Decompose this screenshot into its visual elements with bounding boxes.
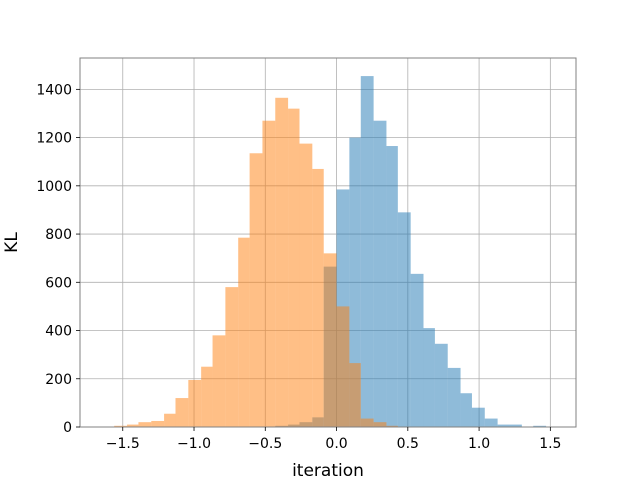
- histogram-bar: [336, 306, 350, 427]
- histogram-bar: [262, 120, 276, 428]
- histogram-bar: [299, 143, 313, 427]
- histogram-bar: [349, 137, 361, 427]
- x-axis-title: iteration: [292, 461, 364, 480]
- histogram-bar: [360, 418, 374, 427]
- histogram-bar: [288, 108, 300, 427]
- histogram-bar: [509, 424, 522, 427]
- histogram-bar: [447, 367, 461, 427]
- histogram-bar: [373, 120, 387, 428]
- series-1-bars: [114, 97, 398, 428]
- histogram-bar: [275, 97, 289, 427]
- x-tick-label: 1.0: [468, 436, 490, 452]
- histogram-bar: [423, 328, 435, 427]
- histogram-bar: [533, 425, 547, 427]
- histogram-bar: [397, 212, 411, 427]
- histogram-bar: [323, 253, 337, 427]
- histogram-bar: [225, 287, 239, 427]
- x-tick-label: −1.5: [106, 436, 140, 452]
- plot-frame: [79, 57, 577, 428]
- histogram-bar: [471, 407, 485, 427]
- y-tick-label: 200: [45, 372, 72, 388]
- histogram-bar: [360, 76, 374, 428]
- histogram-bar: [188, 379, 202, 427]
- y-tick-label: 1000: [36, 179, 72, 195]
- histogram-bar: [386, 146, 398, 427]
- y-tick-label: 600: [45, 275, 72, 291]
- y-axis-ticks: 0 200 400 600 800 1000 1200 1400: [36, 82, 80, 436]
- y-tick-label: 0: [63, 420, 72, 436]
- x-tick-label: 1.5: [539, 436, 561, 452]
- x-tick-label: −1.0: [177, 436, 211, 452]
- histogram-bar: [373, 422, 387, 427]
- histogram-bar: [238, 237, 250, 427]
- histogram-bar: [434, 343, 448, 427]
- histogram-bar: [312, 168, 324, 428]
- histogram-bar: [127, 424, 139, 427]
- histogram-bar: [175, 398, 189, 427]
- histogram-bar: [249, 153, 263, 427]
- histogram-bar: [151, 420, 165, 427]
- x-tick-label: 0.0: [325, 436, 347, 452]
- histogram-bar: [460, 393, 472, 427]
- histogram-bar: [138, 422, 152, 427]
- x-tick-label: −0.5: [248, 436, 282, 452]
- y-tick-label: 800: [45, 227, 72, 243]
- histogram-bar: [201, 366, 213, 427]
- histogram-bar: [410, 273, 424, 427]
- x-axis-ticks: −1.5 −1.0 −0.5 0.0 0.5 1.0 1.5: [106, 427, 561, 452]
- y-tick-label: 1200: [36, 131, 72, 147]
- histogram-bars: [114, 76, 547, 428]
- histogram-bar: [164, 413, 176, 427]
- x-tick-label: 0.5: [397, 436, 419, 452]
- y-tick-label: 400: [45, 324, 72, 340]
- histogram-bar: [497, 424, 510, 427]
- histogram-bar: [484, 418, 498, 427]
- histogram-bar: [386, 425, 398, 427]
- histogram-bar: [212, 335, 226, 427]
- histogram-bar: [114, 425, 128, 427]
- histogram-bar: [349, 363, 361, 427]
- y-axis-title: KL: [2, 232, 22, 253]
- y-tick-label: 1400: [36, 82, 72, 98]
